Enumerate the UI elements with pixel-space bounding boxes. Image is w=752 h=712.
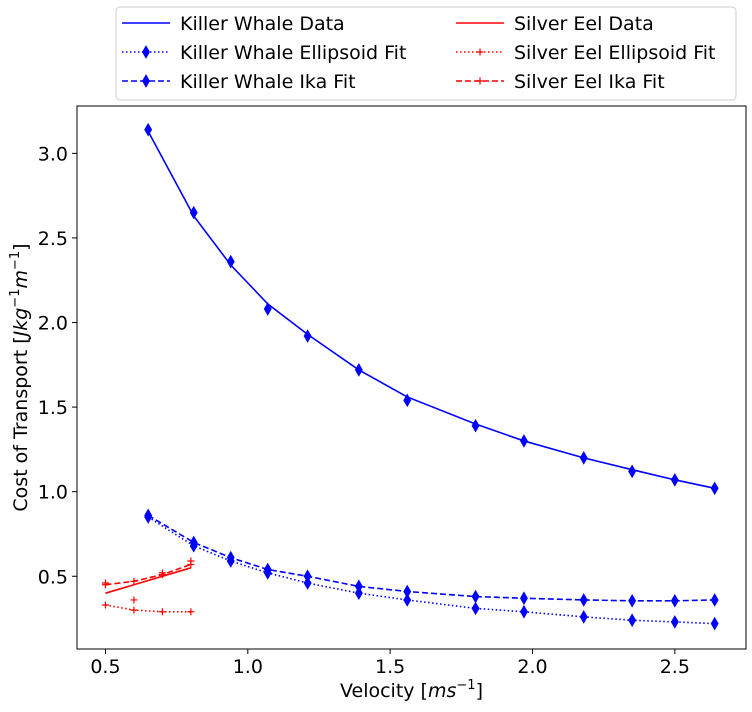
data-point [158,608,166,616]
x-tick-label: 1.0 [233,656,263,678]
series-7 [101,557,195,604]
series-3 [144,122,719,496]
x-tick-label: 0.5 [90,656,120,678]
legend-entry: Killer Whale Data [122,13,345,35]
series-line [147,130,715,490]
legend-label: Killer Whale Ellipsoid Fit [180,42,406,64]
data-point [579,593,588,607]
data-point [189,205,198,220]
y-tick-label: 1.0 [38,482,68,504]
legend-marker [142,45,150,59]
data-point [579,450,588,465]
legend-label: Silver Eel Data [514,13,654,35]
data-point [101,579,109,587]
data-point [189,535,198,550]
data-point [628,593,637,608]
data-point [263,302,272,316]
series-line [105,604,191,613]
data-point [471,601,480,616]
data-point [354,363,363,377]
data-point [710,481,719,496]
legend-entry: Silver Eel Ellipsoid Fit [456,42,716,64]
series-6 [101,560,195,589]
series-1 [144,510,719,631]
y-tick-label: 0.5 [38,566,68,588]
data-point [471,589,480,604]
series-4 [105,567,192,594]
legend-entry: Silver Eel Data [456,13,654,35]
data-point [670,472,679,487]
data-point [628,464,637,479]
data-point [519,434,528,448]
y-tick-label: 2.0 [38,313,68,335]
legend-label: Silver Eel Ika Fit [514,71,665,93]
series-2 [144,508,719,608]
legend: Killer Whale Data Killer Whale Ellipsoid … [115,6,737,101]
axes-frame [76,105,747,650]
data-point [144,508,153,523]
series-5 [101,601,195,616]
y-axis: 0.5 1.0 1.5 2.0 2.5 3.0 [38,143,77,588]
legend-marker [142,74,150,88]
legend-label: Killer Whale Ika Fit [180,71,356,93]
data-point [226,254,235,269]
plot-area [101,122,719,631]
data-point [519,604,528,619]
x-tick-label: 1.5 [375,656,405,678]
data-point [403,584,412,599]
legend-box [115,6,737,101]
data-point [101,601,109,609]
data-point [187,557,195,565]
data-point [144,122,153,137]
legend-label: Silver Eel Ellipsoid Fit [514,42,716,64]
y-tick-label: 3.0 [38,143,68,165]
legend-marker [476,48,484,56]
data-point [670,615,679,629]
data-point [158,569,166,577]
data-point [130,596,138,604]
legend-marker [476,77,484,85]
series-line [105,567,192,594]
series-line [147,516,715,625]
data-point [403,593,412,607]
y-tick-label: 1.5 [38,397,68,419]
data-point [187,608,195,616]
data-point [303,569,312,584]
data-point [263,562,272,577]
series-line [105,563,192,586]
data-point [303,329,312,343]
x-tick-label: 2.0 [517,656,547,678]
x-axis-label: Velocity [ms−1] [340,678,483,702]
data-point [354,579,363,594]
data-point [403,393,412,408]
data-point [130,606,138,614]
data-point [519,591,528,606]
data-point [628,613,637,628]
x-axis: 0.5 1.0 1.5 2.0 2.5 [90,649,690,678]
legend-entry: Silver Eel Ika Fit [456,71,665,93]
legend-entry: Killer Whale Ellipsoid Fit [122,42,406,64]
legend-label: Killer Whale Data [180,13,345,35]
y-tick-label: 2.5 [38,228,68,250]
x-tick-label: 2.5 [660,656,690,678]
series-0 [147,130,715,490]
data-point [710,616,719,631]
data-point [130,577,138,585]
data-point [471,418,480,433]
y-axis-label: Cost of Transport [Jkg−1m−1] [8,243,32,511]
legend-entry: Killer Whale Ika Fit [122,71,356,93]
data-point [226,550,235,565]
data-point [670,593,679,608]
data-point [710,593,719,607]
data-point [579,610,588,624]
